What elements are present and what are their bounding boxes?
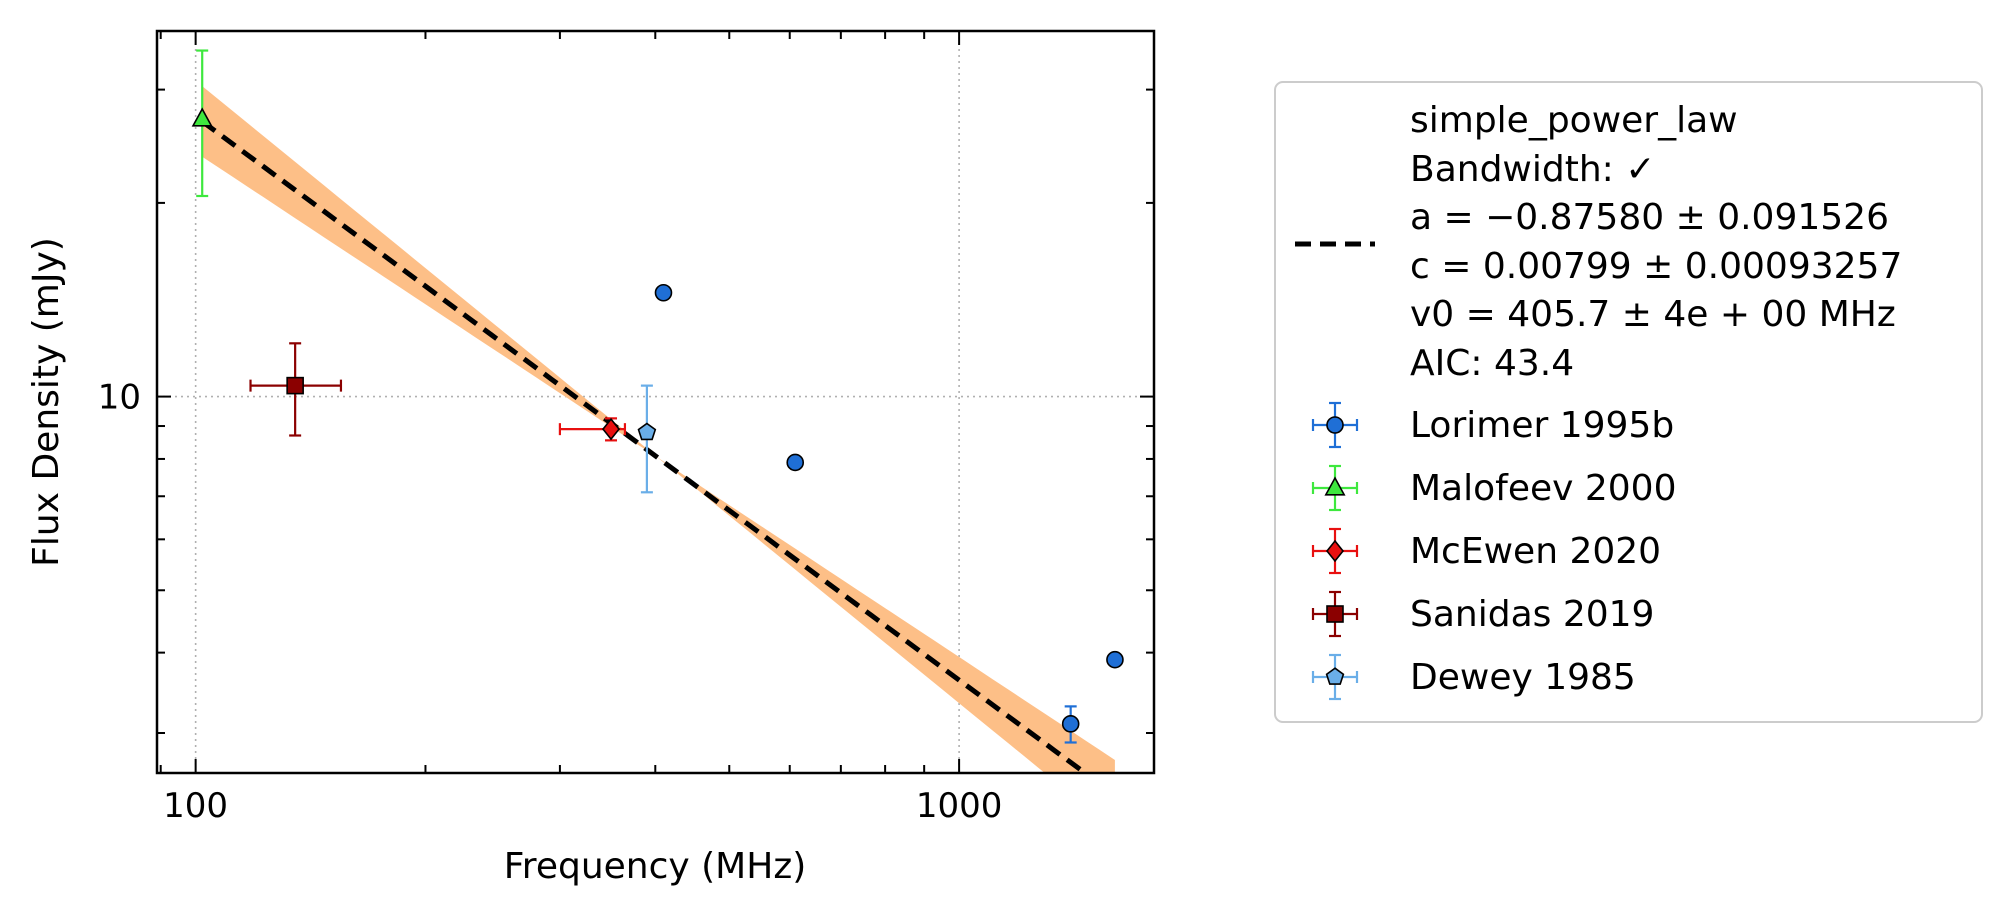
legend-label-sanidas-2019: Sanidas 2019	[1410, 594, 1654, 635]
legend-marker-sanidas-2019	[1326, 605, 1344, 623]
point-mcewen-2020	[601, 417, 621, 441]
fit-band-layer	[202, 86, 1115, 773]
point-lorimer-1995b	[786, 453, 805, 472]
y-tick-label: 10	[98, 378, 141, 418]
grid-layer	[157, 31, 1154, 773]
legend-fit-line-4: c = 0.00799 ± 0.00093257	[1410, 246, 1902, 287]
legend-label-lorimer-1995b: Lorimer 1995b	[1410, 405, 1674, 446]
point-sanidas-2019	[286, 376, 304, 395]
legend-marker-dewey-1985	[1325, 667, 1345, 685]
legend-fit-line-2: Bandwidth: ✓	[1410, 149, 1655, 190]
legend-fit-line-3: a = −0.87580 ± 0.091526	[1410, 197, 1889, 238]
point-lorimer-1995b	[1061, 715, 1080, 733]
x-axis-label: Frequency (MHz)	[504, 846, 807, 887]
point-dewey-1985	[637, 422, 657, 441]
fit-uncertainty-band	[202, 86, 1115, 773]
legend-box	[1274, 81, 1983, 723]
point-lorimer-1995b	[654, 283, 673, 302]
point-lorimer-1995b	[1106, 650, 1124, 669]
legend-label-mcewen-2020: McEwen 2020	[1410, 531, 1661, 572]
x-tick-label: 1000	[916, 786, 1003, 826]
tick-layer: 100 1000 10	[98, 31, 1154, 826]
legend-label-malofeev-2000: Malofeev 2000	[1410, 468, 1676, 509]
fit-line	[200, 119, 1090, 773]
y-axis-label: Flux Density (mJy)	[26, 237, 67, 567]
fit-line-layer	[200, 119, 1090, 773]
point-malofeev-2000	[191, 107, 213, 127]
legend-fit-line-5: v0 = 405.7 ± 4e + 00 MHz	[1410, 294, 1896, 335]
legend-marker-lorimer-1995b	[1326, 416, 1344, 434]
legend-fit-line-1: simple_power_law	[1410, 100, 1738, 141]
legend-marker-mcewen-2020	[1325, 539, 1345, 563]
legend-fit-line-6: AIC: 43.4	[1410, 343, 1574, 384]
legend-marker-malofeev-2000	[1324, 476, 1346, 496]
data-layer	[191, 49, 1124, 744]
legend-label-dewey-1985: Dewey 1985	[1410, 657, 1636, 698]
x-tick-label: 100	[163, 786, 228, 826]
legend-series-list: Lorimer 1995b Malofeev 2000 McEwen 2020 San…	[1311, 401, 1676, 701]
legend: simple_power_law Bandwidth: ✓ a = −0.875…	[1274, 81, 1983, 723]
